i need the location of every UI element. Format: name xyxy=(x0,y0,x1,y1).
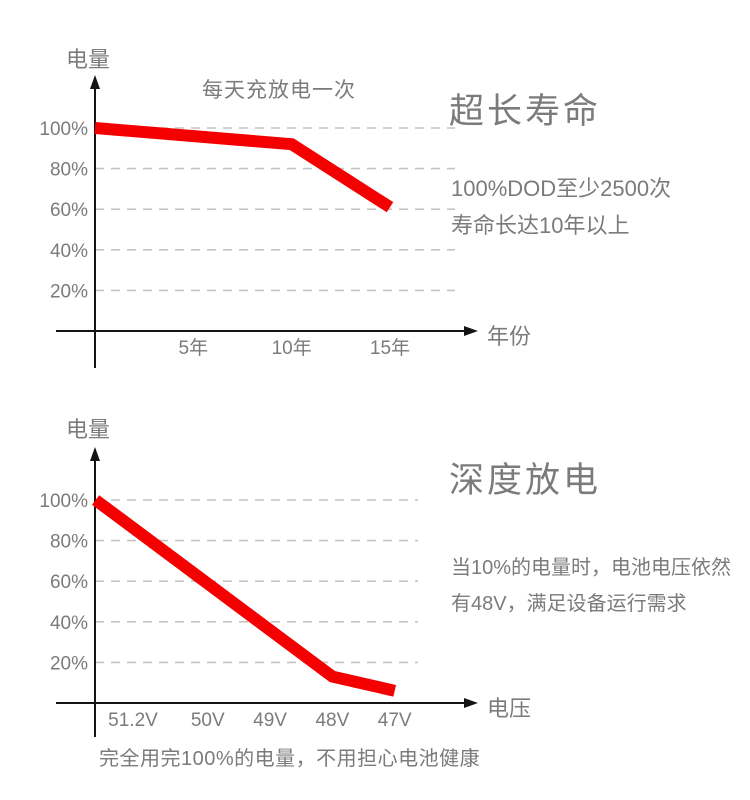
y-axis-arrow xyxy=(90,75,100,89)
y-tick-label: 20% xyxy=(50,281,88,302)
y-tick-label: 100% xyxy=(39,119,88,140)
bottom-chart-caption: 完全用完100%的电量，不用担心电池健康 xyxy=(99,748,481,770)
y-axis-arrow xyxy=(90,447,100,461)
bottom-annotation-body: 当10%的电量时，电池电压依然 有48V，满足设备运行需求 xyxy=(451,550,731,622)
top-chart-title: 每天充放电一次 xyxy=(202,79,356,102)
x-tick-label: 51.2V xyxy=(108,710,158,731)
x-axis-arrow xyxy=(464,698,478,708)
bottom-chart-x-axis-title: 电压 xyxy=(487,696,532,721)
top-annotation-body: 100%DOD至少2500次 寿命长达10年以上 xyxy=(451,170,671,244)
y-tick-label: 60% xyxy=(50,200,88,221)
x-tick-label: 49V xyxy=(253,710,287,731)
data-line-capacity-retention-vs-years xyxy=(94,122,394,213)
y-tick-label: 80% xyxy=(50,160,88,181)
x-axis-arrow xyxy=(464,326,478,336)
x-tick-label: 50V xyxy=(191,710,225,731)
x-tick-label: 48V xyxy=(315,710,349,731)
top-annotation-heading: 超长寿命 xyxy=(449,92,602,131)
y-tick-label: 20% xyxy=(50,653,88,674)
top-annotation-line-2: 寿命长达10年以上 xyxy=(451,213,630,238)
x-tick-label: 15年 xyxy=(370,337,410,359)
y-tick-label: 80% xyxy=(50,532,88,553)
x-tick-label: 10年 xyxy=(272,337,312,359)
bottom-annotation-line-2: 有48V，满足设备运行需求 xyxy=(451,593,687,615)
top-chart-y-axis-title: 电量 xyxy=(66,47,111,72)
top-annotation-line-1: 100%DOD至少2500次 xyxy=(451,176,672,201)
bottom-chart-y-axis-title: 电量 xyxy=(66,417,111,442)
top-chart-x-axis-title: 年份 xyxy=(487,324,532,349)
y-tick-label: 100% xyxy=(39,491,88,512)
bottom-annotation-line-1: 当10%的电量时，电池电压依然 xyxy=(451,557,732,579)
x-tick-label: 5年 xyxy=(179,337,209,359)
bottom-annotation-heading: 深度放电 xyxy=(449,461,602,500)
y-tick-label: 40% xyxy=(50,613,88,634)
data-line-capacity-vs-voltage xyxy=(92,495,397,697)
y-tick-label: 40% xyxy=(50,241,88,262)
x-tick-label: 47V xyxy=(378,710,412,731)
y-tick-label: 60% xyxy=(50,572,88,593)
